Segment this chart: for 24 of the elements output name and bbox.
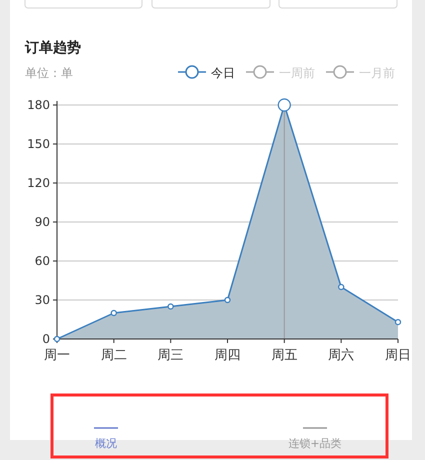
text: 连锁+品类 [288, 437, 342, 450]
chart-title: 订单趋势 [24, 40, 81, 56]
text: 概况 [95, 437, 117, 450]
point [338, 284, 344, 290]
x-tick-label: 周六 [328, 348, 354, 363]
x-tick-label: 周五 [271, 348, 298, 363]
y-tick-label: 180 [27, 98, 50, 112]
point [394, 319, 402, 326]
x-tick-label: 周三 [158, 348, 184, 363]
y-axis-title: 单位：单 [25, 66, 73, 80]
y-tick-label: 120 [27, 176, 50, 190]
x-tick-label: 周一 [44, 348, 70, 363]
point [224, 296, 231, 304]
point [110, 310, 117, 316]
y-tick-label: 90 [34, 215, 50, 229]
y-tick-label: 150 [27, 137, 50, 151]
y-tick-label: 30 [34, 293, 50, 307]
point [168, 303, 174, 310]
y-tick-label: 0 [42, 332, 50, 346]
y-tick-label: 60 [34, 254, 50, 268]
x-tick-label: 周日 [385, 348, 411, 363]
x-tick-label: 周四 [214, 348, 240, 363]
x-tick-label: 周二 [100, 348, 127, 363]
legend-label: 今日 [211, 66, 235, 80]
